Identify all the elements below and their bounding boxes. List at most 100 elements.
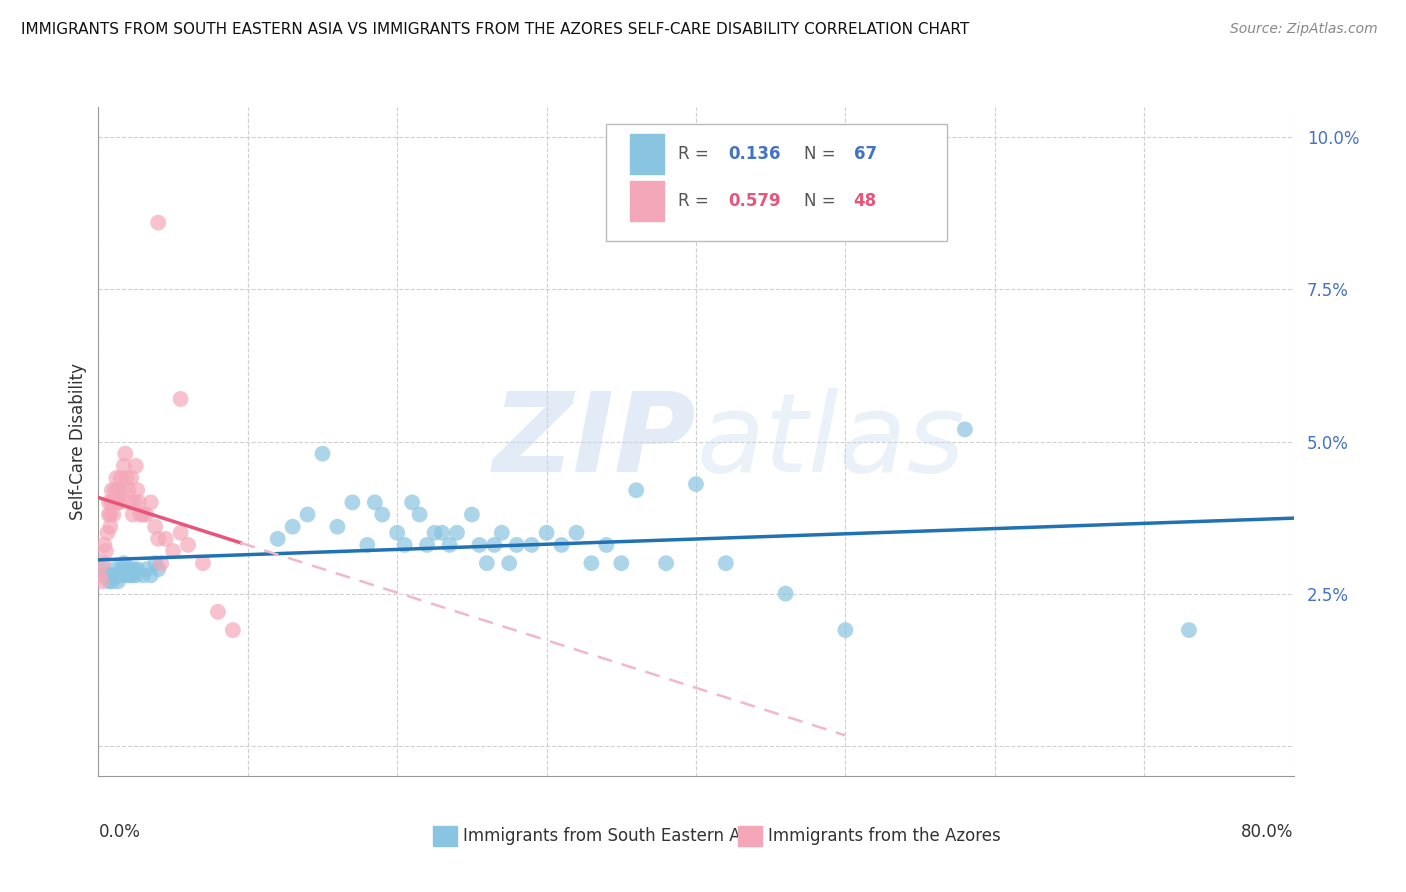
- Point: [297, 508, 319, 522]
- Point: [107, 574, 129, 589]
- Point: [97, 495, 120, 509]
- Bar: [630, 180, 664, 220]
- Point: [125, 568, 148, 582]
- Text: 48: 48: [853, 192, 877, 210]
- Point: [356, 538, 378, 552]
- Point: [655, 556, 678, 570]
- Text: N =: N =: [804, 145, 841, 163]
- Point: [565, 525, 588, 540]
- Point: [107, 483, 129, 498]
- Point: [143, 556, 166, 570]
- Point: [364, 495, 387, 509]
- Point: [112, 458, 135, 473]
- Point: [104, 495, 127, 509]
- Point: [91, 556, 114, 570]
- FancyBboxPatch shape: [606, 124, 948, 241]
- Point: [101, 495, 124, 509]
- Point: [114, 562, 136, 576]
- Point: [169, 525, 191, 540]
- Text: R =: R =: [678, 145, 714, 163]
- Point: [581, 556, 603, 570]
- Text: N =: N =: [804, 192, 841, 210]
- Point: [475, 556, 498, 570]
- Point: [124, 495, 146, 509]
- Point: [446, 525, 468, 540]
- Point: [550, 538, 572, 552]
- Point: [129, 508, 152, 522]
- Point: [536, 525, 558, 540]
- Point: [506, 538, 529, 552]
- Text: 0.579: 0.579: [728, 192, 780, 210]
- Y-axis label: Self-Care Disability: Self-Care Disability: [69, 363, 87, 520]
- Bar: [433, 826, 457, 847]
- Point: [110, 562, 132, 576]
- Point: [132, 568, 155, 582]
- Point: [108, 568, 131, 582]
- Point: [267, 532, 290, 546]
- Text: 67: 67: [853, 145, 877, 163]
- Point: [775, 586, 797, 600]
- Point: [423, 525, 446, 540]
- Point: [139, 568, 162, 582]
- Point: [150, 556, 173, 570]
- Point: [93, 538, 115, 552]
- Text: ZIP: ZIP: [492, 388, 696, 495]
- Text: Immigrants from the Azores: Immigrants from the Azores: [768, 827, 1001, 846]
- Text: IMMIGRANTS FROM SOUTH EASTERN ASIA VS IMMIGRANTS FROM THE AZORES SELF-CARE DISAB: IMMIGRANTS FROM SOUTH EASTERN ASIA VS IM…: [21, 22, 969, 37]
- Point: [114, 447, 136, 461]
- Point: [110, 471, 132, 485]
- Point: [111, 483, 134, 498]
- Point: [120, 471, 142, 485]
- Point: [111, 568, 134, 582]
- Point: [118, 568, 141, 582]
- Point: [148, 562, 170, 576]
- Point: [191, 556, 214, 570]
- Point: [118, 495, 141, 509]
- Point: [139, 495, 162, 509]
- Text: Source: ZipAtlas.com: Source: ZipAtlas.com: [1230, 22, 1378, 37]
- Point: [98, 508, 122, 522]
- Point: [626, 483, 648, 498]
- Point: [394, 538, 416, 552]
- Point: [595, 538, 617, 552]
- Point: [94, 568, 117, 582]
- Point: [155, 532, 177, 546]
- Point: [834, 623, 856, 637]
- Point: [177, 538, 200, 552]
- Point: [124, 562, 146, 576]
- Point: [105, 471, 128, 485]
- Point: [342, 495, 364, 509]
- Point: [96, 525, 118, 540]
- Point: [101, 574, 124, 589]
- Point: [120, 562, 142, 576]
- Point: [385, 525, 409, 540]
- Point: [97, 508, 120, 522]
- Point: [121, 508, 143, 522]
- Point: [953, 422, 976, 436]
- Point: [311, 447, 333, 461]
- Point: [162, 544, 184, 558]
- Point: [104, 562, 127, 576]
- Point: [125, 458, 148, 473]
- Point: [103, 508, 125, 522]
- Point: [132, 508, 155, 522]
- Text: atlas: atlas: [696, 388, 965, 495]
- Point: [108, 495, 131, 509]
- Point: [105, 568, 128, 582]
- Point: [484, 538, 506, 552]
- Point: [121, 568, 143, 582]
- Point: [439, 538, 461, 552]
- Point: [207, 605, 229, 619]
- Bar: [738, 826, 762, 847]
- Point: [135, 508, 157, 522]
- Point: [135, 562, 157, 576]
- Point: [371, 508, 394, 522]
- Point: [94, 544, 117, 558]
- Point: [97, 574, 120, 589]
- Point: [105, 495, 128, 509]
- Point: [107, 495, 129, 509]
- Point: [103, 568, 125, 582]
- Point: [98, 519, 122, 533]
- Point: [281, 519, 304, 533]
- Point: [326, 519, 349, 533]
